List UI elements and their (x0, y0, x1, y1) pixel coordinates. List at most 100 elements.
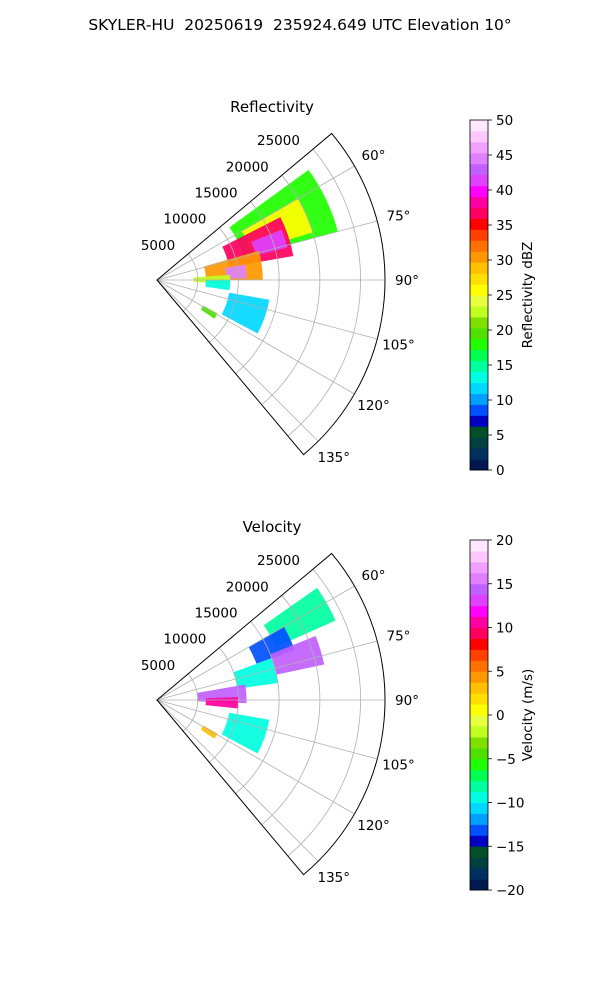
colorbar-tick-label: 25 (496, 288, 513, 304)
range-tick-label: 25000 (257, 133, 300, 149)
azimuth-tick-label: 90° (395, 273, 419, 289)
colorbar-tick-label: 35 (496, 218, 513, 234)
echo-region (205, 280, 231, 291)
azimuth-tick-label: 105° (382, 338, 415, 354)
colorbar-swatch (470, 240, 488, 252)
colorbar-tick-label: 5 (496, 428, 505, 444)
colorbar-swatch (470, 404, 488, 416)
colorbar-swatch (470, 671, 488, 683)
azimuth-tick-label: 60° (362, 568, 386, 584)
azimuth-tick-label: 120° (357, 398, 390, 414)
range-tick-label: 5000 (141, 658, 175, 674)
range-tick-label: 15000 (195, 605, 238, 621)
colorbar-swatch (470, 824, 488, 836)
azimuth-spoke (156, 699, 319, 862)
colorbar-swatch (470, 605, 488, 618)
colorbar-tick-label: −5 (496, 752, 516, 768)
range-ring (261, 175, 321, 406)
colorbar-swatch (470, 207, 488, 219)
colorbar-swatch (470, 262, 488, 274)
colorbar-swatch (470, 868, 488, 880)
echo-region (248, 626, 295, 664)
colorbar-swatch (470, 835, 488, 847)
colorbar-swatch (470, 448, 488, 460)
colorbar-swatch (470, 561, 488, 574)
azimuth-tick-label: 60° (362, 148, 386, 164)
colorbar-swatch (470, 638, 488, 650)
azimuth-tick-label: 135° (318, 450, 351, 466)
colorbar-swatch (470, 371, 488, 383)
colorbar-swatch (470, 649, 488, 661)
echo-region (221, 292, 270, 334)
colorbar-swatch (470, 550, 488, 563)
colorbar-swatch (470, 682, 488, 694)
colorbar-swatch (470, 360, 488, 373)
colorbar-tick-label: −10 (496, 796, 525, 812)
azimuth-spoke (156, 699, 355, 815)
echo-region (200, 305, 218, 319)
colorbar-swatch (470, 393, 488, 405)
colorbar-swatch (470, 316, 488, 329)
echo-region (203, 250, 263, 280)
colorbar-swatch (470, 382, 488, 394)
echo-layer (193, 169, 338, 334)
azimuth-tick-label: 75° (387, 208, 411, 224)
colorbar-tick-label: 30 (496, 253, 513, 269)
polar-grid (156, 552, 386, 876)
colorbar-swatch (470, 196, 488, 208)
colorbar-swatch (470, 594, 488, 607)
colorbar-label: Reflectivity dBZ (520, 242, 536, 349)
colorbar-label: Velocity (m/s) (520, 669, 536, 762)
echo-region (225, 264, 247, 279)
range-tick-label: 10000 (163, 212, 206, 228)
colorbar-swatch (470, 583, 488, 596)
colorbar-swatch (470, 338, 488, 351)
reflectivity-panel: Reflectivity 500010000150002000025000Met… (141, 98, 536, 479)
velocity-panel: Velocity 500010000150002000025000Meters6… (141, 518, 536, 899)
colorbar-tick-label: 45 (496, 148, 513, 164)
range-ring (235, 201, 280, 374)
azimuth-spoke (156, 279, 355, 395)
sector-frame (156, 132, 386, 456)
range-ring (287, 568, 361, 857)
range-ring (209, 227, 239, 343)
colorbar-tick-label: 0 (496, 463, 505, 479)
colorbar-tick-label: −15 (496, 839, 525, 855)
colorbar-tick-label: 0 (496, 708, 505, 724)
colorbar-swatch (470, 846, 488, 858)
colorbar-swatch (470, 813, 488, 825)
azimuth-spoke (156, 279, 319, 442)
colorbar-swatch (470, 295, 488, 307)
colorbar-tick-label: 5 (496, 664, 505, 680)
polar-grid (156, 132, 386, 456)
colorbar-swatch (470, 758, 488, 771)
colorbar-swatch (470, 305, 488, 318)
colorbar-tick-label: 20 (496, 323, 513, 339)
sector-frame (156, 552, 386, 876)
colorbar-swatch (470, 349, 488, 362)
colorbar-tick-label: 10 (496, 621, 513, 637)
colorbar: −20 −15 −10 −5 0 5 10 15 20 Velocity (m/s) (469, 533, 536, 899)
colorbar-tick-label: 50 (496, 113, 513, 129)
colorbar-swatch (470, 715, 488, 727)
azimuth-tick-label: 75° (387, 628, 411, 644)
colorbar-swatch (470, 747, 488, 760)
colorbar-swatch (470, 120, 488, 132)
azimuth-tick-label: 135° (318, 870, 351, 886)
colorbar-swatch (470, 273, 488, 285)
echo-region (200, 725, 218, 739)
colorbar-swatch (470, 693, 488, 705)
echo-region (221, 712, 270, 754)
range-tick-label: 15000 (195, 185, 238, 201)
colorbar-swatch (470, 736, 488, 749)
colorbar-swatch (470, 426, 488, 438)
colorbar-swatch (470, 152, 488, 165)
azimuth-spoke (156, 585, 355, 701)
colorbar-swatch (470, 879, 488, 891)
range-tick-label: 20000 (226, 579, 269, 595)
colorbar-swatch (470, 616, 488, 628)
range-ring (209, 647, 239, 763)
colorbar-tick-label: 15 (496, 358, 513, 374)
colorbar-swatch (470, 769, 488, 782)
